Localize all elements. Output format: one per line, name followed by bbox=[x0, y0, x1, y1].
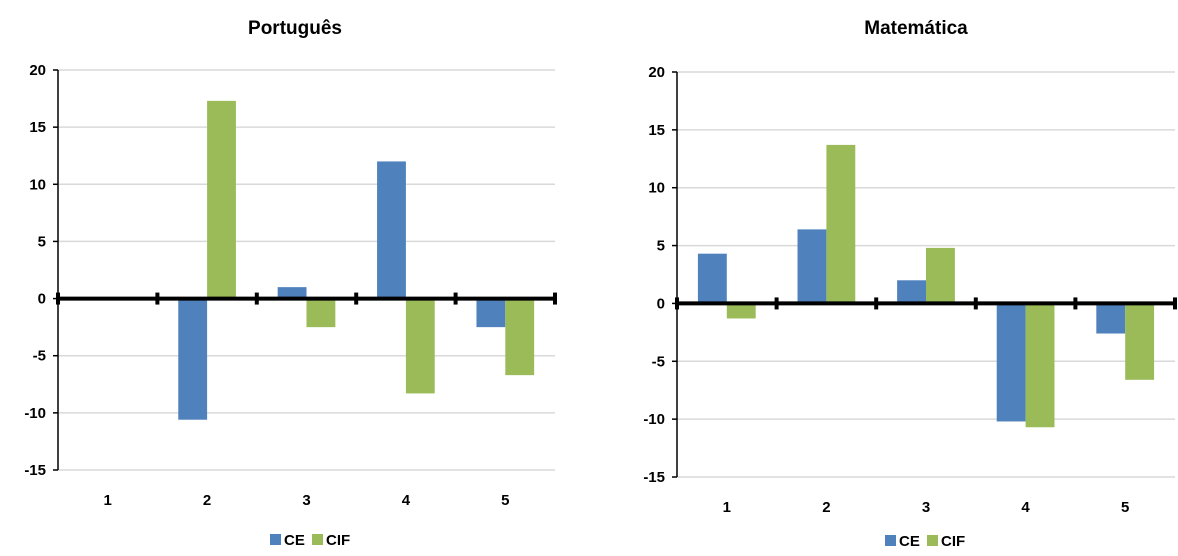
y-tick-label: -15 bbox=[24, 462, 46, 479]
bar-cif-5 bbox=[1125, 303, 1155, 380]
bar-cif-3 bbox=[306, 298, 336, 328]
legend-label-cif: CIF bbox=[326, 532, 350, 549]
y-tick-label: -10 bbox=[24, 405, 46, 422]
legend-swatch-cif bbox=[312, 534, 323, 545]
y-tick-label: 10 bbox=[648, 180, 665, 197]
bar-cif-3 bbox=[926, 247, 955, 304]
x-tick-label: 4 bbox=[402, 492, 411, 509]
bar-cif-4 bbox=[1025, 303, 1055, 428]
x-tick-label: 2 bbox=[822, 499, 830, 516]
chart-title: Português bbox=[248, 18, 342, 39]
legend-label-ce: CE bbox=[284, 532, 305, 549]
y-tick-label: 15 bbox=[648, 122, 665, 139]
legend-swatch-ce bbox=[885, 535, 896, 546]
bar-cif-2 bbox=[207, 100, 236, 299]
y-tick-label: -5 bbox=[652, 353, 665, 370]
y-tick-label: 0 bbox=[38, 291, 46, 308]
y-tick-label: -15 bbox=[643, 469, 665, 486]
bar-ce-3 bbox=[897, 280, 926, 304]
bar-cif-1 bbox=[726, 303, 756, 319]
y-tick-label: 20 bbox=[29, 62, 46, 79]
y-tick-label: -5 bbox=[33, 348, 46, 365]
x-tick-label: 3 bbox=[922, 499, 930, 516]
bar-ce-4 bbox=[377, 161, 406, 299]
bar-ce-2 bbox=[797, 229, 827, 304]
chart-title: Matemática bbox=[864, 18, 968, 39]
bar-ce-2 bbox=[178, 298, 208, 420]
y-tick-label: 0 bbox=[657, 295, 665, 312]
y-tick-label: -10 bbox=[643, 411, 665, 428]
y-tick-label: 10 bbox=[29, 176, 46, 193]
x-tick-label: 1 bbox=[723, 499, 731, 516]
chart-portugues: Português 20 15 10 5 0 -5 -10 -15 1 2 3 4 5 CE CIF bbox=[0, 0, 589, 551]
bar-ce-3 bbox=[277, 287, 307, 299]
legend-label-cif: CIF bbox=[941, 533, 965, 550]
bar-cif-5 bbox=[505, 298, 535, 376]
y-tick-label: 20 bbox=[648, 64, 665, 81]
bar-ce-4 bbox=[996, 303, 1026, 422]
legend-swatch-ce bbox=[270, 534, 281, 545]
x-tick-label: 5 bbox=[501, 492, 509, 509]
y-tick-label: 5 bbox=[38, 233, 46, 250]
chart-svg-portugues: Português 20 15 10 5 0 -5 -10 -15 1 2 3 4 5 CE CIF bbox=[24, 18, 557, 549]
bar-cif-4 bbox=[405, 298, 435, 394]
y-tick-label: 15 bbox=[29, 119, 46, 136]
x-tick-label: 4 bbox=[1021, 499, 1030, 516]
bar-ce-5 bbox=[1096, 303, 1126, 334]
chart-matematica: Matemática 20 15 10 5 0 -5 -10 -15 1 2 3 4 5 CE CIF bbox=[589, 0, 1178, 551]
bar-ce-5 bbox=[476, 298, 506, 328]
legend-swatch-cif bbox=[927, 535, 938, 546]
chart-svg-matematica: Matemática 20 15 10 5 0 -5 -10 -15 1 2 3 4 5 CE CIF bbox=[643, 18, 1177, 550]
y-tick-label: 5 bbox=[657, 238, 665, 255]
x-tick-label: 3 bbox=[302, 492, 310, 509]
legend-label-ce: CE bbox=[899, 533, 920, 550]
bar-cif-2 bbox=[826, 144, 856, 304]
x-tick-label: 5 bbox=[1121, 499, 1129, 516]
x-tick-label: 2 bbox=[203, 492, 211, 509]
bar-ce-1 bbox=[697, 253, 727, 304]
x-tick-label: 1 bbox=[104, 492, 112, 509]
